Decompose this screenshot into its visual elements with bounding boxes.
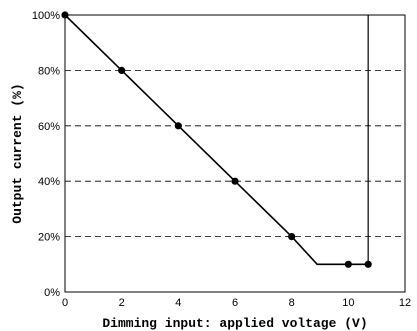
x-tick-label: 12 xyxy=(399,297,411,309)
y-tick-labels: 0% 20% 40% 60% 80% 100% xyxy=(32,10,60,299)
x-tick-label: 8 xyxy=(289,297,295,309)
x-tick-label: 10 xyxy=(342,297,354,309)
y-tick-label: 40% xyxy=(38,176,60,188)
data-point xyxy=(174,122,182,130)
y-tick-label: 20% xyxy=(38,232,60,244)
data-point xyxy=(344,260,352,268)
x-tick-labels: 0 2 4 6 8 10 12 xyxy=(62,297,411,309)
y-tick-label: 60% xyxy=(38,121,60,133)
y-tick-label: 100% xyxy=(32,10,60,22)
data-point xyxy=(118,66,126,74)
x-tick-label: 0 xyxy=(62,297,68,309)
x-tick-label: 4 xyxy=(175,297,181,309)
x-tick-label: 6 xyxy=(232,297,238,309)
x-axis-title: Dimming input: applied voltage (V) xyxy=(102,316,367,331)
series-layer xyxy=(61,11,372,268)
y-tick-label: 80% xyxy=(38,65,60,77)
data-point xyxy=(288,233,296,241)
x-tick-label: 2 xyxy=(119,297,125,309)
series-line xyxy=(64,14,369,266)
data-point xyxy=(231,177,239,185)
plot-frame xyxy=(64,14,406,293)
y-axis-title: Output current (%) xyxy=(10,83,25,223)
grid-lines xyxy=(65,70,405,238)
y-tick-label: 0% xyxy=(44,287,60,299)
